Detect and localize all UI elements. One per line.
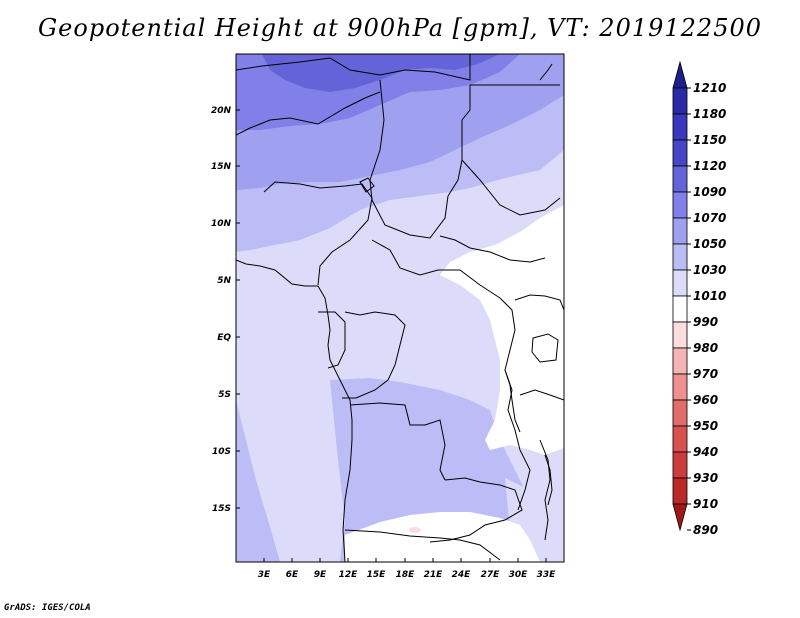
x-tick-label: 18E <box>396 570 416 580</box>
border-sudan-east <box>461 159 561 216</box>
x-tick-label: 6E <box>286 570 299 580</box>
y-tick-label: 15S <box>212 504 231 514</box>
colorbar-label: 1210 <box>693 81 726 95</box>
credit-text: GrADS: IGES/COLA <box>4 603 91 613</box>
border-malawi <box>539 439 551 541</box>
y-axis: 20N 15N 10N 5N EQ 5S 10S 15S <box>211 106 240 514</box>
border-gabon <box>318 311 346 369</box>
colorbar-label: 950 <box>693 419 718 433</box>
red-sea-coast <box>539 63 553 81</box>
colorbar-label: 1180 <box>693 107 726 121</box>
colorbar-segment <box>672 399 688 427</box>
y-tick-label: 15N <box>211 162 232 172</box>
x-tick-label: 21E <box>424 570 444 580</box>
border-angola-drc <box>349 402 446 481</box>
colorbar-segment <box>672 295 688 323</box>
colorbar-label: 890 <box>693 523 718 537</box>
y-tick-label: 20N <box>211 106 232 116</box>
field-1030-region-south <box>330 378 564 562</box>
lake-tanganyika <box>504 369 521 433</box>
y-tick-label: 10S <box>212 447 231 457</box>
colorbar-label: 980 <box>693 341 718 355</box>
x-tick-label: 9E <box>314 570 327 580</box>
colorbar-segment <box>672 477 688 505</box>
colorbar-label: 1120 <box>693 159 726 173</box>
lake-malawi <box>544 454 553 506</box>
y-tick-label: 5N <box>217 276 231 286</box>
x-tick-label: 15E <box>367 570 387 580</box>
border-niger-chad <box>236 54 471 81</box>
colorbar-label: 1030 <box>693 263 726 277</box>
colorbar-segment <box>672 87 688 115</box>
x-tick-label: 24E <box>452 570 472 580</box>
y-tick-label: 5S <box>218 390 231 400</box>
colorbar-segment <box>672 113 688 141</box>
x-tick-label: 12E <box>339 570 359 580</box>
colorbar-segment <box>672 321 688 349</box>
country-boundaries <box>236 54 564 562</box>
field-990-region-south <box>345 512 540 562</box>
border-south-sudan <box>439 235 546 263</box>
colorbar-bottom-arrow <box>672 503 688 532</box>
border-car-south <box>371 239 501 299</box>
x-tick-label: 30E <box>509 570 529 580</box>
colorbar-label: 910 <box>693 497 718 511</box>
coastline-west-africa <box>236 259 353 562</box>
border-zambia <box>429 477 523 543</box>
colorbar-segment <box>672 139 688 167</box>
x-axis: 3E 6E 9E 12E 15E 18E 21E 24E 27E 30E 33E <box>258 558 556 580</box>
colorbar-segment <box>672 217 688 245</box>
x-tick-label: 33E <box>537 570 557 580</box>
chart-title: Geopotential Height at 900hPa [gpm], VT:… <box>38 14 762 42</box>
field-1090-region-north <box>262 54 500 92</box>
border-tanzania <box>519 389 564 401</box>
y-tick-label: EQ <box>217 333 231 343</box>
field-990-region-east <box>440 205 564 455</box>
border-angola-namibia <box>344 529 501 561</box>
colorbar-label: 930 <box>693 471 718 485</box>
colorbar-label: 1050 <box>693 237 726 251</box>
colorbar-segment <box>672 269 688 297</box>
border-nigeria-north <box>236 91 381 136</box>
colorbar-label: 1010 <box>693 289 726 303</box>
field-1030-region-west <box>236 400 280 562</box>
colorbar-label: 940 <box>693 445 718 459</box>
colorbar-segment <box>672 451 688 479</box>
lake-chad <box>359 177 375 193</box>
colorbar: 1210 1180 1150 1120 1090 1070 1050 1030 1010 990 9… <box>672 60 726 537</box>
map-frame <box>235 53 565 563</box>
colorbar-label: 990 <box>693 315 718 329</box>
x-tick-label: 3E <box>258 570 271 580</box>
border-chad-sudan <box>369 79 471 239</box>
border-congo-drc <box>342 311 406 399</box>
colorbar-label: 1070 <box>693 211 726 225</box>
colorbar-label: 970 <box>693 367 718 381</box>
colorbar-segment <box>672 425 688 453</box>
border-kenya-uganda <box>514 294 564 311</box>
x-tick-label: 27E <box>481 570 501 580</box>
colorbar-segment <box>672 191 688 219</box>
colorbar-label: 1150 <box>693 133 726 147</box>
colorbar-segment <box>672 373 688 401</box>
lake-victoria <box>531 333 559 363</box>
y-tick-label: 10N <box>211 219 232 229</box>
field-980-spot <box>409 527 421 533</box>
colorbar-top-arrow <box>672 60 688 89</box>
colorbar-segment <box>672 165 688 193</box>
colorbar-label: 960 <box>693 393 718 407</box>
colorbar-label: 1090 <box>693 185 726 199</box>
colorbar-segment <box>672 243 688 271</box>
colorbar-segment <box>672 347 688 375</box>
border-drc-east <box>499 297 531 511</box>
height-field <box>236 54 564 562</box>
